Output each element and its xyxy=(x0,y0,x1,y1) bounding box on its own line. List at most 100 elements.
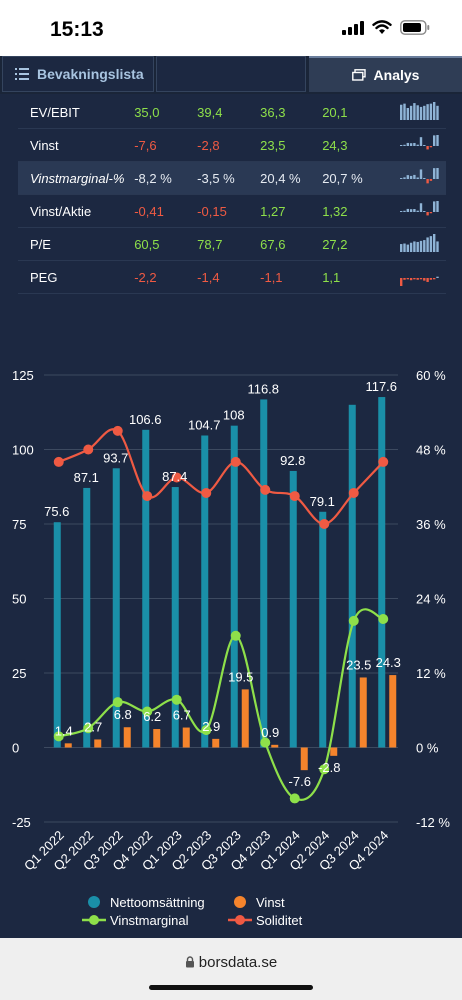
metric-row[interactable]: EV/EBIT 35,0 39,4 36,3 20,1 xyxy=(18,96,446,129)
soliditet-point xyxy=(319,519,330,529)
metric-value: 20,7 % xyxy=(322,161,385,195)
sparkline-bar xyxy=(426,103,429,120)
metric-value: 67,6 xyxy=(260,227,323,261)
sparkline-bar xyxy=(436,134,439,146)
revenue-data-label: 117.6 xyxy=(365,379,397,394)
metric-value: -8,2 % xyxy=(134,161,198,195)
metric-row[interactable]: Vinst/Aktie -0,41 -0,15 1,27 1,32 xyxy=(18,194,446,228)
soliditet-point xyxy=(348,487,359,498)
sparkline-bar xyxy=(416,177,419,179)
legend-swatch xyxy=(88,896,100,908)
margin-point xyxy=(230,630,241,641)
metric-value: -1,1 xyxy=(260,260,323,294)
metric-value: -2,2 xyxy=(134,260,198,294)
sparkline-bar xyxy=(429,178,433,181)
sparkline-cell xyxy=(384,128,446,162)
sparkline-bar xyxy=(400,144,403,146)
sparkline-bar xyxy=(419,168,423,179)
sparkline-bar xyxy=(433,134,436,146)
profit-data-label: 6.7 xyxy=(173,708,191,723)
sparkline-cell xyxy=(384,161,446,195)
sparkline-bar xyxy=(406,244,409,252)
sparkline-bar xyxy=(433,200,436,212)
sparkline xyxy=(400,134,439,149)
sparkline-bar xyxy=(416,210,419,212)
home-indicator[interactable] xyxy=(149,985,313,990)
profit-data-label: 6.8 xyxy=(114,707,132,722)
sparkline-bar xyxy=(419,240,423,252)
sparkline-bar xyxy=(426,145,429,149)
profit-data-label: 0.9 xyxy=(261,725,279,740)
margin-point xyxy=(171,694,182,705)
legend-item[interactable]: Vinst xyxy=(234,895,285,910)
sparkline-cell xyxy=(384,194,446,228)
margin-point xyxy=(378,613,389,624)
metric-value: -3,5 % xyxy=(197,161,261,195)
left-tick-label: 75 xyxy=(12,517,26,532)
sparkline-bar xyxy=(409,242,413,252)
soliditet-line xyxy=(58,428,385,526)
tab-watchlist[interactable]: Bevakningslista xyxy=(2,56,154,92)
metric-row[interactable]: PEG -2,2 -1,4 -1,1 1,1 xyxy=(18,260,446,294)
sparkline-bar xyxy=(403,176,406,179)
legend-label: Nettoomsättning xyxy=(110,895,205,910)
metric-value: 78,7 xyxy=(197,227,261,261)
legend-item[interactable]: Vinstmarginal xyxy=(82,913,189,928)
sparkline xyxy=(400,200,439,215)
profit-bar xyxy=(182,727,190,748)
revenue-bar xyxy=(53,522,61,748)
metric-row[interactable]: P/E 60,5 78,7 67,6 27,2 xyxy=(18,227,446,261)
sparkline-bar xyxy=(413,208,416,212)
browser-url-bar[interactable]: borsdata.se xyxy=(0,938,462,1000)
tab-watchlist-label: Bevakningslista xyxy=(37,66,144,82)
sparkline-bar xyxy=(419,277,423,279)
revenue-data-label: 93.7 xyxy=(103,450,128,465)
sparkline-bar xyxy=(413,102,416,120)
profit-bar xyxy=(271,744,279,748)
margin-point xyxy=(260,737,271,748)
left-tick-label: 50 xyxy=(12,592,26,607)
right-tick-label: 60 % xyxy=(416,368,446,383)
margin-point xyxy=(83,723,94,734)
metric-label: Vinst/Aktie xyxy=(18,194,135,228)
metric-label: PEG xyxy=(18,260,135,294)
profit-bar xyxy=(300,747,308,771)
legend-item[interactable]: Nettoomsättning xyxy=(88,895,205,910)
sparkline-bar xyxy=(413,277,416,279)
revenue-bar xyxy=(230,425,238,748)
profit-data-label: 6.2 xyxy=(143,709,161,724)
sparkline-bar xyxy=(416,144,419,146)
soliditet-point xyxy=(171,472,182,483)
sparkline-bar xyxy=(436,167,439,179)
metric-value: 20,1 xyxy=(322,96,385,129)
tab-empty[interactable] xyxy=(156,56,306,92)
sparkline-bar xyxy=(423,210,426,212)
sparkline-bar xyxy=(429,145,433,147)
metric-row[interactable]: Vinstmarginal-% -8,2 % -3,5 % 20,4 % 20,7 % xyxy=(18,161,446,195)
metric-row[interactable]: Vinst -7,6 -2,8 23,5 24,3 xyxy=(18,128,446,162)
sparkline-bar xyxy=(426,236,429,252)
sparkline-bar xyxy=(423,177,426,179)
sparkline xyxy=(400,167,439,183)
sparkline-bar xyxy=(423,105,426,120)
sparkline-bar xyxy=(409,175,413,179)
metric-value: 1,27 xyxy=(260,194,323,228)
sparkline-bar xyxy=(426,178,429,183)
sparkline-bar xyxy=(400,177,403,179)
sparkline-bar xyxy=(429,211,433,213)
revenue-data-label: 92.8 xyxy=(280,453,305,468)
profit-bar xyxy=(123,727,131,748)
tab-analysis[interactable]: Analys xyxy=(309,56,462,92)
sparkline-bar xyxy=(409,142,413,146)
status-icons xyxy=(342,20,430,35)
sparkline-bar xyxy=(409,105,413,120)
legend-swatch xyxy=(234,896,246,908)
sparkline-bar xyxy=(419,106,423,120)
right-tick-label: 12 % xyxy=(416,666,446,681)
right-tick-label: 36 % xyxy=(416,517,446,532)
legend-item[interactable]: Soliditet xyxy=(228,913,303,928)
status-time: 15:13 xyxy=(50,18,104,41)
legend-label: Vinst xyxy=(256,895,285,910)
left-tick-label: 100 xyxy=(12,443,34,458)
profit-data-label: 2.7 xyxy=(84,719,102,734)
